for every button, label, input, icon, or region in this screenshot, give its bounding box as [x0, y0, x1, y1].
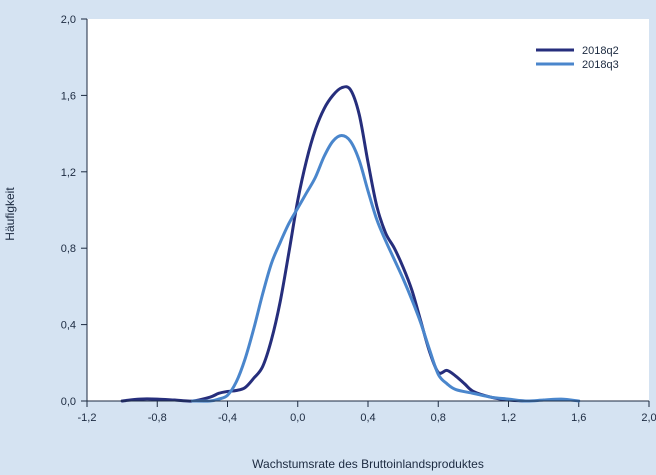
- y-tick-label: 0,8: [61, 243, 76, 255]
- x-tick-label: 2,0: [641, 412, 656, 424]
- series-line-2018q2: [120, 85, 528, 403]
- x-tick-label: 0,8: [431, 412, 446, 424]
- y-tick-label: 0,4: [61, 320, 76, 332]
- y-tick-label: 1,2: [61, 167, 76, 179]
- plot-area: [87, 19, 649, 401]
- x-tick-label: -1,2: [78, 412, 97, 424]
- legend-label-2018q2: 2018q2: [582, 45, 619, 57]
- y-tick-label: 1,6: [61, 90, 76, 102]
- legend: 2018q2 2018q3: [536, 45, 619, 71]
- x-tick-label: -0,4: [218, 412, 237, 424]
- y-tick-label: 0,0: [61, 396, 76, 408]
- y-axis-title: Häufigkeit: [3, 187, 17, 241]
- x-axis-title: Wachstumsrate des Bruttoinlandsproduktes: [252, 457, 484, 471]
- series-line-2018q3: [190, 134, 581, 403]
- y-tick-label: 2,0: [61, 14, 76, 26]
- x-tick-label: 0,4: [360, 412, 375, 424]
- legend-label-2018q3: 2018q3: [582, 59, 619, 71]
- x-tick-label: 1,6: [571, 412, 586, 424]
- x-tick-label: 0,0: [290, 412, 305, 424]
- x-tick-label: -0,8: [148, 412, 167, 424]
- x-tick-label: 1,2: [501, 412, 516, 424]
